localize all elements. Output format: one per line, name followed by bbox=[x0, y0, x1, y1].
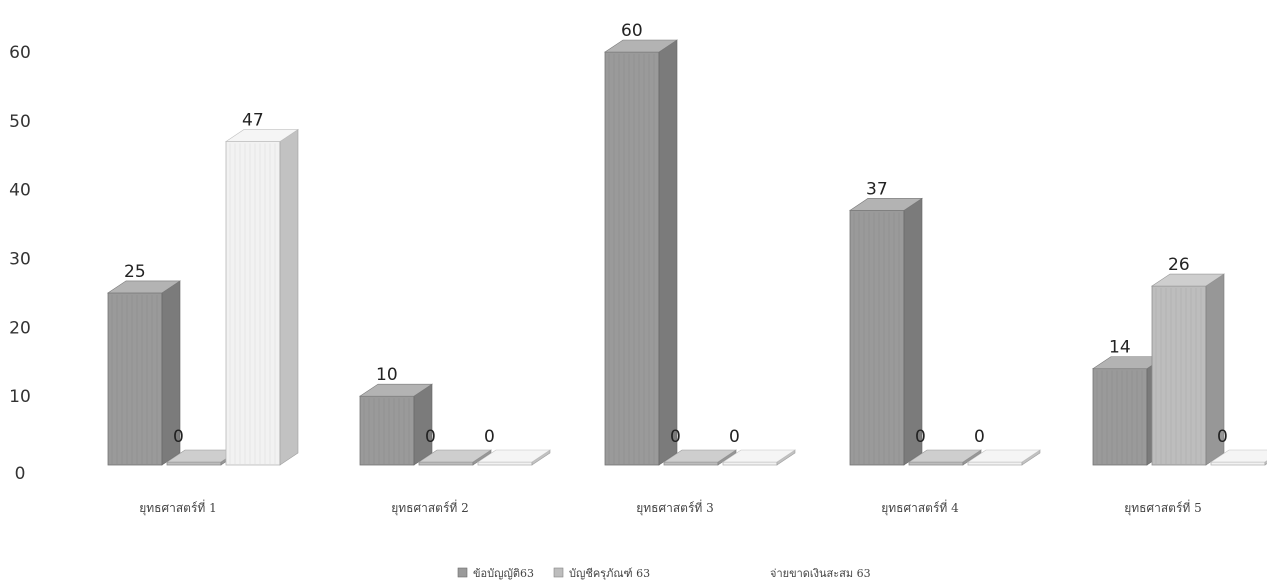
bar-group: 14 26 0 bbox=[1092, 255, 1267, 466]
bar-front bbox=[225, 141, 281, 466]
bar-side bbox=[413, 383, 433, 466]
bar-group: 10 0 0 bbox=[359, 365, 551, 466]
y-tick-label: 40 bbox=[9, 181, 31, 201]
data-label: 0 bbox=[484, 427, 495, 447]
bar-front bbox=[1210, 461, 1266, 466]
bar bbox=[908, 449, 982, 466]
data-label: 0 bbox=[974, 427, 985, 447]
bar-top bbox=[663, 449, 737, 463]
y-tick-label: 0 bbox=[15, 464, 26, 484]
y-tick-label: 20 bbox=[9, 318, 31, 338]
data-label: 14 bbox=[1109, 338, 1131, 358]
bar-top bbox=[359, 383, 433, 397]
bar-top bbox=[722, 449, 796, 463]
x-tick-label: ยุทธศาสตร์ที่ 4 bbox=[881, 499, 959, 516]
bar-top bbox=[1210, 449, 1267, 463]
data-label: 0 bbox=[425, 427, 436, 447]
legend-label: จ่ายขาดเงินสะสม 63 bbox=[770, 567, 871, 580]
bar bbox=[107, 280, 181, 466]
bar-front bbox=[663, 461, 719, 466]
bar-top bbox=[1151, 273, 1225, 287]
x-tick-label: ยุทธศาสตร์ที่ 3 bbox=[636, 499, 714, 516]
bar-front bbox=[908, 461, 964, 466]
bar-front bbox=[359, 395, 415, 466]
y-tick-label: 30 bbox=[9, 250, 31, 270]
bar-top bbox=[908, 449, 982, 463]
x-tick-label: ยุทธศาสตร์ที่ 5 bbox=[1124, 499, 1202, 516]
bar bbox=[225, 128, 299, 466]
bar-top bbox=[604, 39, 678, 53]
bar-side bbox=[903, 197, 923, 466]
data-label: 10 bbox=[376, 365, 398, 385]
bar bbox=[359, 383, 433, 466]
bar bbox=[604, 39, 678, 466]
bar-front bbox=[477, 461, 533, 466]
bar bbox=[722, 449, 796, 466]
bar-side bbox=[658, 39, 678, 466]
bar-group: 60 0 0 bbox=[604, 21, 796, 466]
bar bbox=[1151, 273, 1225, 466]
bar-top bbox=[418, 449, 492, 463]
bar-front bbox=[166, 461, 222, 466]
bar-front bbox=[107, 292, 163, 466]
x-axis: ยุทธศาสตร์ที่ 1 ยุทธศาสตร์ที่ 2 ยุทธศาสตร์… bbox=[139, 499, 1202, 516]
data-label: 0 bbox=[915, 427, 926, 447]
bar-top bbox=[107, 280, 181, 294]
bar-front bbox=[967, 461, 1023, 466]
bar-top bbox=[849, 198, 923, 211]
legend-swatch bbox=[457, 567, 468, 578]
legend-item: ข้อบัญญัติ63 bbox=[457, 567, 534, 580]
data-label: 26 bbox=[1168, 255, 1190, 275]
legend-swatch bbox=[553, 567, 564, 578]
legend-label: บัญชีครุภัณฑ์ 63 bbox=[569, 567, 650, 580]
bar-top bbox=[967, 449, 1041, 463]
data-label: 0 bbox=[729, 427, 740, 447]
legend: ข้อบัญญัติ63 บัญชีครุภัณฑ์ 63 จ่ายขาดเงินส… bbox=[457, 567, 871, 580]
legend-item: จ่ายขาดเงินสะสม 63 bbox=[770, 567, 871, 580]
bar bbox=[418, 449, 492, 466]
x-tick-label: ยุทธศาสตร์ที่ 2 bbox=[391, 499, 469, 516]
bar bbox=[477, 449, 551, 466]
bar-top bbox=[477, 449, 551, 463]
bar-front bbox=[604, 51, 660, 466]
data-label: 25 bbox=[124, 262, 146, 282]
x-tick-label: ยุทธศาสตร์ที่ 1 bbox=[139, 499, 217, 516]
data-label: 0 bbox=[670, 427, 681, 447]
bar-group: 25 0 47 bbox=[107, 110, 299, 466]
bar-group: 37 0 0 bbox=[849, 179, 1041, 466]
y-axis: 0 10 20 30 40 50 60 bbox=[9, 43, 31, 484]
bar bbox=[663, 449, 737, 466]
bar-front bbox=[418, 461, 474, 466]
data-label: 0 bbox=[173, 427, 184, 447]
data-label: 60 bbox=[621, 21, 643, 41]
bar-front bbox=[849, 209, 905, 466]
bar bbox=[967, 449, 1041, 466]
bar-front bbox=[722, 461, 778, 466]
plot-area: 25 0 47 10 0 0 60 0 0 37 0 0 14 26 0 bbox=[107, 21, 1267, 466]
legend-label: ข้อบัญญัติ63 bbox=[473, 567, 534, 580]
bar bbox=[849, 197, 923, 466]
legend-item: บัญชีครุภัณฑ์ 63 bbox=[553, 567, 650, 580]
y-tick-label: 60 bbox=[9, 43, 31, 63]
bar-side bbox=[279, 128, 299, 466]
bar-top bbox=[225, 129, 299, 142]
bar-front bbox=[1151, 285, 1207, 466]
y-tick-label: 50 bbox=[9, 112, 31, 132]
data-label: 37 bbox=[866, 179, 888, 199]
bar-front bbox=[1092, 368, 1148, 466]
data-label: 47 bbox=[242, 110, 264, 130]
y-tick-label: 10 bbox=[9, 387, 31, 407]
data-label: 0 bbox=[1217, 427, 1228, 447]
